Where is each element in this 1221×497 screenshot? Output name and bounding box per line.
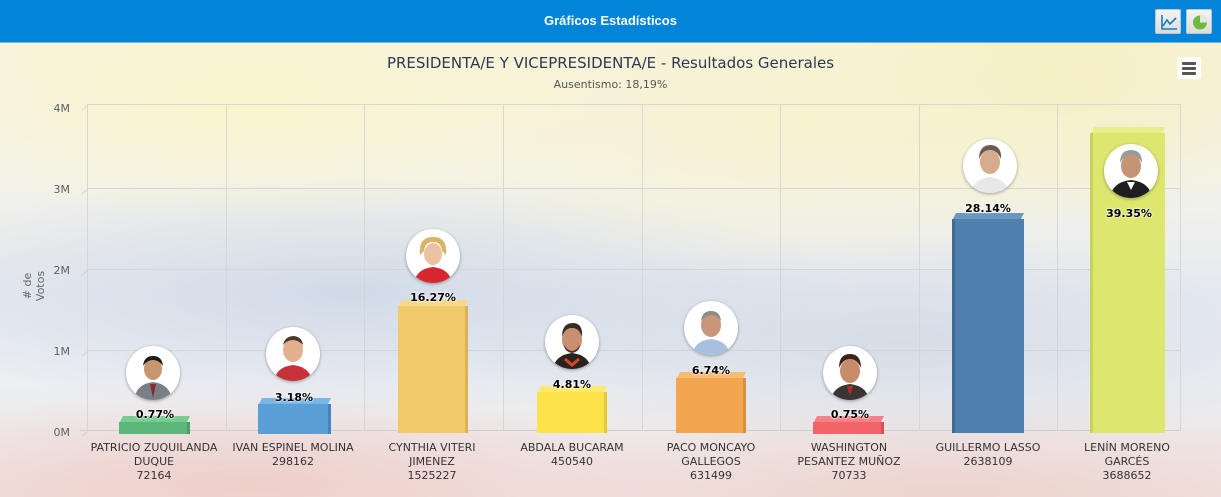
pie-chart-button[interactable] xyxy=(1186,9,1212,34)
bar-lasso[interactable] xyxy=(952,213,1024,433)
vote-count: 70733 xyxy=(831,469,867,482)
candidate-photo-moreno xyxy=(1104,144,1158,198)
x-label-moncayo: PACO MONCAYO GALLEGOS 631499 xyxy=(641,441,781,483)
candidate-photo-viteri xyxy=(406,229,460,283)
line-chart-button[interactable] xyxy=(1155,9,1181,34)
x-label-bucaram: ABDALA BUCARAM 450540 xyxy=(502,441,642,469)
header-bar: Gráficos Estadísticos xyxy=(0,0,1221,43)
y-tick: 0M xyxy=(53,426,71,439)
candidate-name: PACO MONCAYO xyxy=(666,441,756,454)
gridline xyxy=(1180,104,1181,431)
floor-line xyxy=(80,430,1180,431)
candidate-photo-lasso xyxy=(963,139,1017,193)
gridline xyxy=(503,104,504,431)
candidate-name: GARCÉS xyxy=(1104,455,1150,468)
vote-count: 3688652 xyxy=(1102,469,1152,482)
candidate-name: PATRICIO ZUQUILANDA xyxy=(90,441,218,454)
bar-zuquilanda[interactable] xyxy=(119,416,190,434)
pct-label: 0.75% xyxy=(830,408,870,421)
gridline xyxy=(87,350,1180,351)
tick-mark xyxy=(81,430,89,437)
candidate-name: DUQUE xyxy=(133,455,175,468)
y-tick: 2M xyxy=(53,264,71,277)
y-tick: 1M xyxy=(53,345,71,358)
pct-label: 4.81% xyxy=(552,378,592,391)
pct-label: 28.14% xyxy=(965,202,1011,215)
candidate-name: ABDALA BUCARAM xyxy=(520,441,624,454)
candidate-name: JIMENEZ xyxy=(409,455,455,468)
vote-count: 72164 xyxy=(136,469,172,482)
gridline xyxy=(364,104,365,431)
person-icon xyxy=(831,354,869,400)
vote-count: 298162 xyxy=(272,455,314,468)
bar-bucaram[interactable] xyxy=(537,386,607,433)
candidate-photo-moncayo xyxy=(684,301,738,355)
person-icon xyxy=(971,145,1009,193)
vote-count: 631499 xyxy=(690,469,732,482)
gridline xyxy=(642,104,643,431)
chart-title: PRESIDENTA/E Y VICEPRESIDENTA/E - Result… xyxy=(386,54,835,72)
pct-label: 39.35% xyxy=(1106,207,1152,220)
gridline xyxy=(87,269,1180,270)
person-icon xyxy=(692,311,730,355)
person-icon xyxy=(414,237,452,283)
pct-label: 6.74% xyxy=(691,364,731,377)
candidate-photo-pesantez xyxy=(823,346,877,400)
chart-area: PRESIDENTA/E Y VICEPRESIDENTA/E - Result… xyxy=(0,43,1221,497)
person-icon xyxy=(553,323,591,369)
bar-espinel[interactable] xyxy=(258,398,331,434)
x-label-lasso: GUILLERMO LASSO 2638109 xyxy=(918,441,1058,469)
candidate-name: LENÍN MORENO xyxy=(1084,441,1170,454)
x-label-zuquilanda: PATRICIO ZUQUILANDA DUQUE 72164 xyxy=(84,441,224,483)
vote-count: 2638109 xyxy=(963,455,1013,468)
pct-label: 0.77% xyxy=(135,408,175,421)
x-label-pesantez: WASHINGTON PESANTEZ MUÑOZ 70733 xyxy=(779,441,919,483)
bar-pesantez[interactable] xyxy=(813,416,884,434)
gridline xyxy=(919,104,920,431)
candidate-photo-zuquilanda xyxy=(126,346,180,400)
person-icon xyxy=(274,336,312,381)
pie-chart-icon xyxy=(1193,15,1207,30)
bar-moncayo[interactable] xyxy=(676,372,746,433)
hamburger-menu-icon xyxy=(1182,62,1196,65)
gridline xyxy=(87,188,1180,189)
candidate-name: GUILLERMO LASSO xyxy=(935,441,1041,454)
vote-count: 450540 xyxy=(551,455,593,468)
candidate-photo-espinel xyxy=(266,327,320,381)
candidate-name: PESANTEZ MUÑOZ xyxy=(797,455,901,468)
hamburger-line xyxy=(1182,72,1196,75)
candidate-name: IVAN ESPINEL MOLINA xyxy=(232,441,354,454)
candidate-name: WASHINGTON xyxy=(810,441,888,454)
x-label-moreno: LENÍN MORENO GARCÉS 3688652 xyxy=(1057,441,1197,483)
candidate-name: CYNTHIA VITERI xyxy=(388,441,476,454)
y-tick: 4M xyxy=(53,102,71,115)
person-icon xyxy=(1110,150,1152,198)
x-label-viteri: CYNTHIA VITERI JIMENEZ 1525227 xyxy=(362,441,502,483)
bar-viteri[interactable] xyxy=(398,300,468,433)
gridline xyxy=(780,104,781,431)
candidate-name: GALLEGOS xyxy=(681,455,741,468)
pct-label: 3.18% xyxy=(274,391,314,404)
vote-count: 1525227 xyxy=(407,469,457,482)
gridline xyxy=(87,104,1180,105)
gridline xyxy=(226,104,227,431)
chart-menu-button[interactable] xyxy=(1177,57,1201,79)
candidate-photo-bucaram xyxy=(545,315,599,369)
person-icon xyxy=(134,356,172,400)
header-title: Gráficos Estadísticos xyxy=(544,13,677,28)
y-tick: 3M xyxy=(53,183,71,196)
pct-label: 16.27% xyxy=(410,291,456,304)
chart-subtitle: Ausentismo: 18,19% xyxy=(553,78,668,91)
gridline xyxy=(87,104,88,431)
line-chart-icon xyxy=(1161,15,1177,30)
hamburger-line xyxy=(1182,67,1196,70)
x-label-espinel: IVAN ESPINEL MOLINA 298162 xyxy=(223,441,363,469)
gridline xyxy=(1057,104,1058,431)
